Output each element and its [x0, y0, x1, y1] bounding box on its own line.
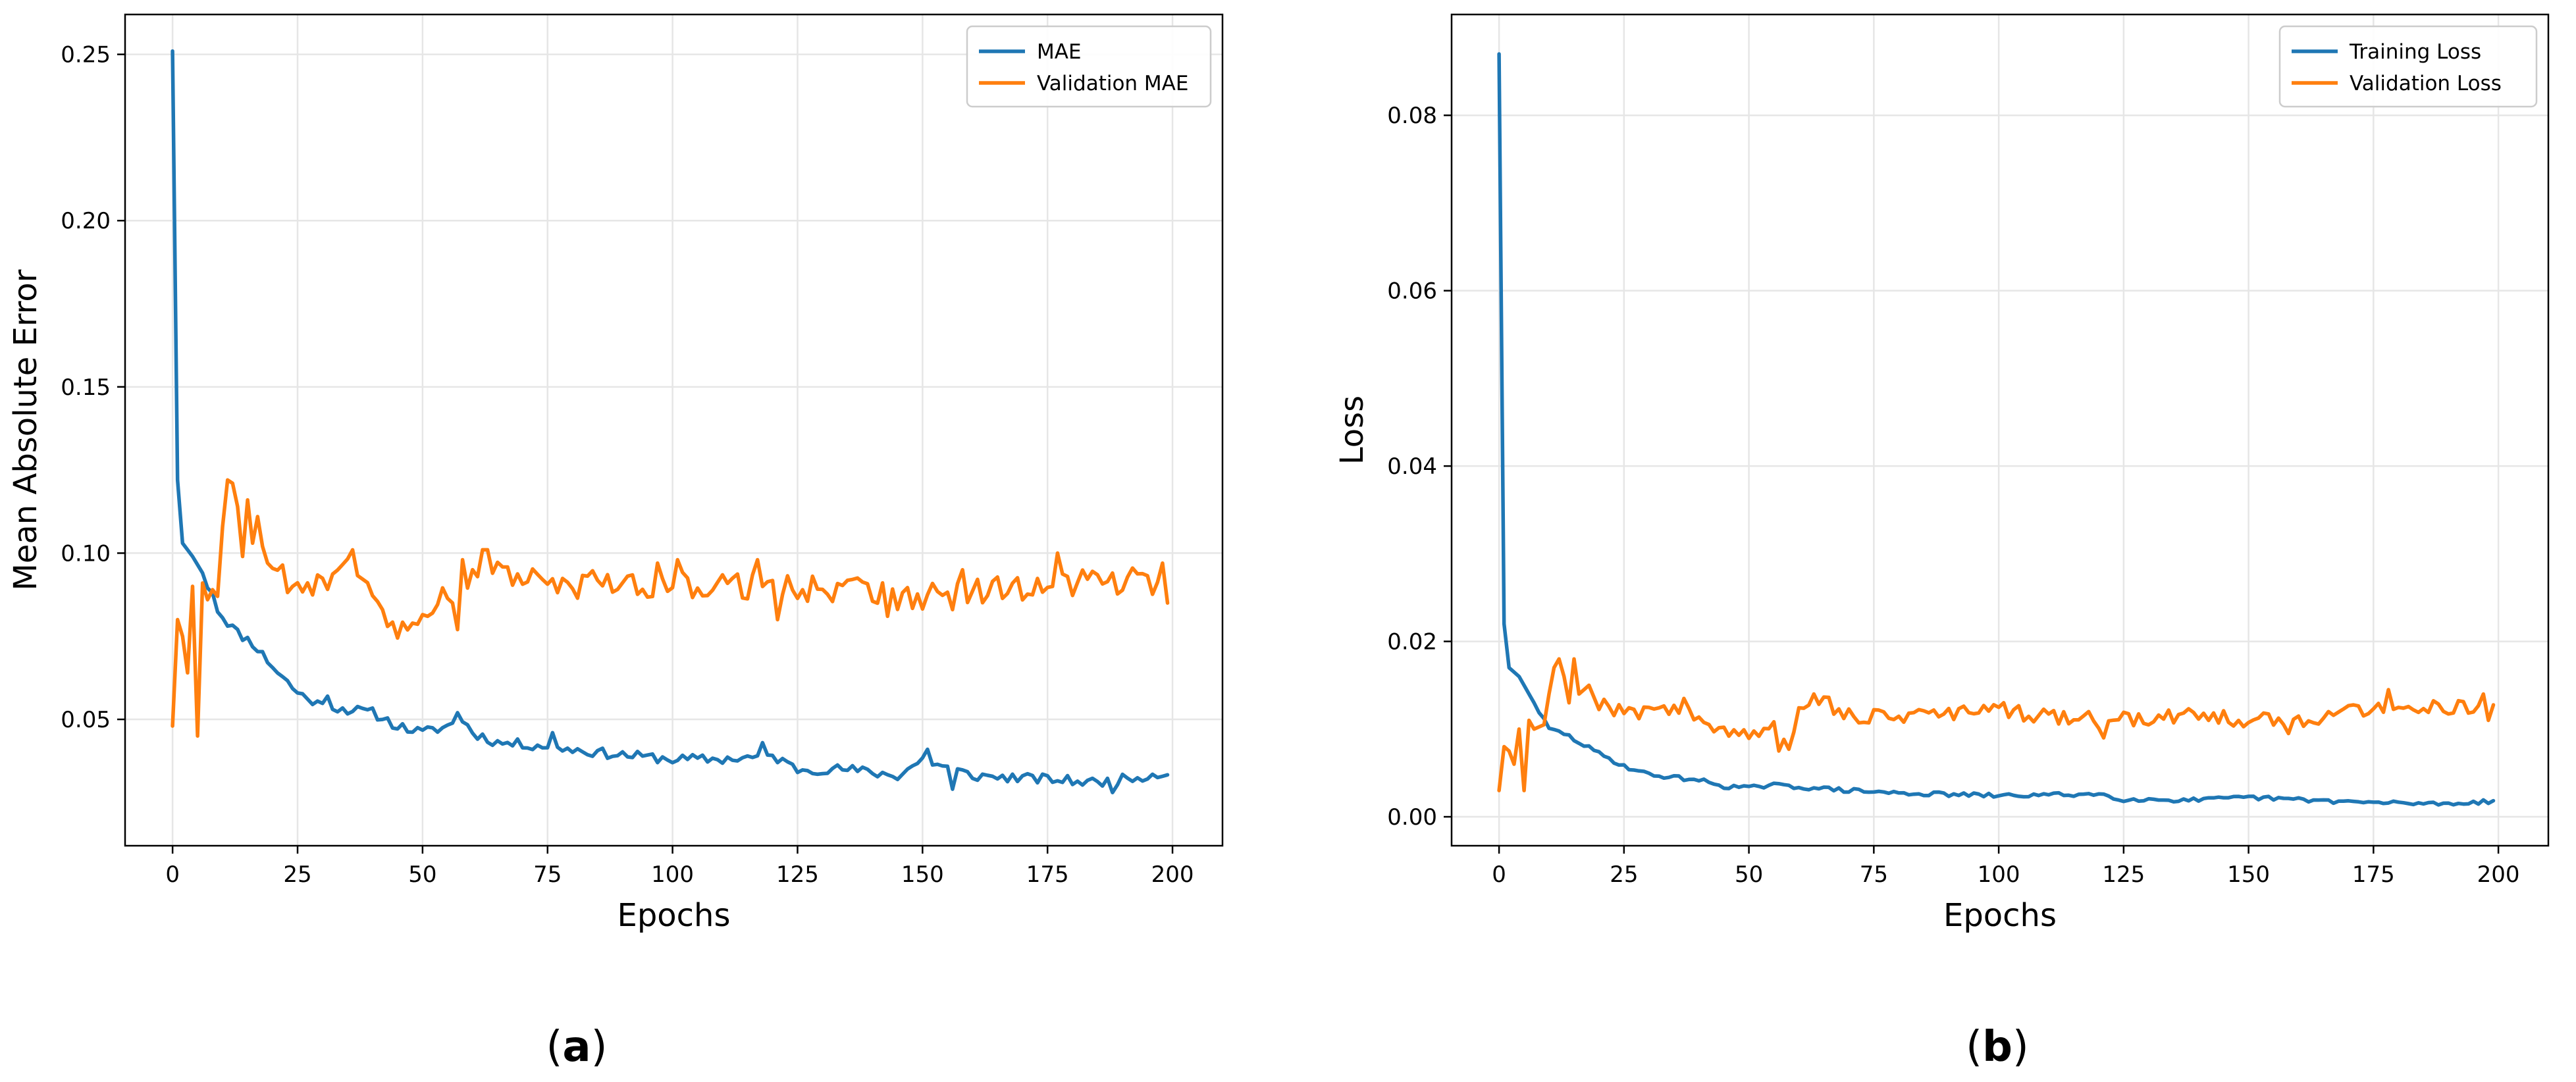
xtick-label-b-7: 175	[2352, 862, 2395, 888]
panel-b-caption: (b)	[1966, 1023, 2029, 1071]
ytick-label-b-3: 0.06	[1387, 278, 1437, 305]
ytick-label-a-0: 0.05	[61, 707, 111, 733]
xtick-label-b-5: 125	[2102, 862, 2145, 888]
legend-box-a	[966, 25, 1212, 108]
xtick-label-b-2: 50	[1735, 862, 1763, 888]
xtick-label-a-8: 200	[1151, 862, 1194, 888]
legend-box-b	[2278, 25, 2538, 108]
xtick-label-b-1: 25	[1610, 862, 1638, 888]
xlabel-b: Epochs	[1943, 897, 2057, 934]
xtick-label-a-3: 75	[533, 862, 562, 888]
panel-a-caption: (a)	[546, 1023, 607, 1071]
xtick-label-b-8: 200	[2477, 862, 2520, 888]
ytick-label-b-0: 0.00	[1387, 804, 1437, 831]
axes-frame-b	[1450, 13, 2550, 847]
xtick-label-a-2: 50	[408, 862, 436, 888]
xtick-label-a-4: 100	[651, 862, 694, 888]
legend-b: Training Loss Validation Loss	[2278, 25, 2538, 108]
ytick-label-b-4: 0.08	[1387, 103, 1437, 129]
xtick-label-b-4: 100	[1978, 862, 2020, 888]
panel-b: 0 25 50 75 100 125 150 175 200 0.00 0.02 0.04 0.06 0.…	[1334, 13, 2550, 1071]
ylabel-b: Loss	[1334, 396, 1371, 465]
series-line-b-0	[1497, 52, 2496, 807]
xtick-label-b-6: 150	[2227, 862, 2270, 888]
series-line-a-0	[171, 49, 1170, 794]
series-line-a-1	[171, 478, 1170, 738]
ytick-label-a-1: 0.10	[61, 540, 111, 567]
ytick-label-a-2: 0.15	[61, 374, 111, 401]
legend-label-b-1: Validation Loss	[2350, 72, 2502, 95]
legend-a: MAE Validation MAE	[966, 25, 1212, 108]
plot-a: 0 25 50 75 100 125 150 175 200 0.05 0.10 0.15 0.20 0.…	[7, 13, 1224, 934]
plot-b: 0 25 50 75 100 125 150 175 200 0.00 0.02 0.04 0.06 0.…	[1334, 13, 2550, 934]
ytick-label-b-2: 0.04	[1387, 453, 1437, 480]
xtick-label-a-0: 0	[165, 862, 180, 888]
legend-label-a-1: Validation MAE	[1037, 72, 1188, 95]
xtick-label-a-1: 25	[283, 862, 311, 888]
legend-label-b-0: Training Loss	[2349, 40, 2481, 64]
axes-frame-a	[124, 13, 1224, 847]
panel-a: 0 25 50 75 100 125 150 175 200 0.05 0.10 0.15 0.20 0.…	[7, 13, 1224, 1071]
xtick-label-a-5: 125	[776, 862, 819, 888]
series-line-b-1	[1497, 657, 2496, 792]
xtick-label-b-0: 0	[1492, 862, 1506, 888]
ytick-label-b-1: 0.02	[1387, 629, 1437, 656]
xtick-label-b-3: 75	[1860, 862, 1888, 888]
xtick-label-a-6: 150	[901, 862, 944, 888]
xtick-label-a-7: 175	[1026, 862, 1069, 888]
ytick-label-a-3: 0.20	[61, 208, 111, 234]
legend-label-a-0: MAE	[1037, 40, 1082, 64]
ytick-label-a-4: 0.25	[61, 42, 111, 68]
ylabel-a: Mean Absolute Error	[7, 269, 44, 590]
xlabel-a: Epochs	[618, 897, 731, 934]
